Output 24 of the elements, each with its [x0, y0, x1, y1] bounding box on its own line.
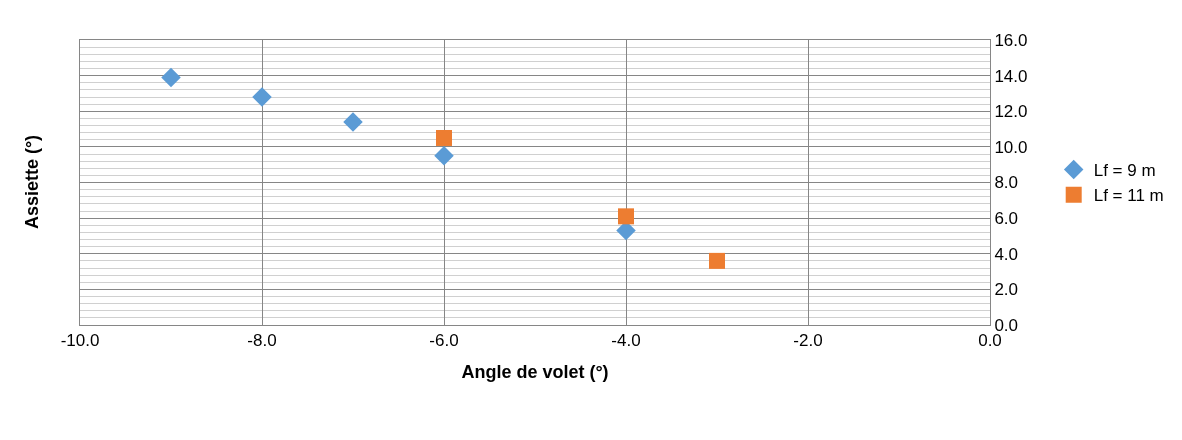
point	[343, 112, 363, 132]
legend-label: Lf = 9 m	[1093, 161, 1156, 181]
point	[436, 129, 452, 146]
point	[709, 252, 725, 269]
y-tick-label: 6.0	[994, 209, 1019, 229]
x-axis-title: Angle de volet (°)	[461, 361, 609, 382]
y-tick-label: 4.0	[994, 244, 1019, 264]
y-tick-label: 10.0	[994, 137, 1028, 157]
y-tick-label: 12.0	[994, 102, 1028, 122]
x-tick-label: -6.0	[429, 331, 459, 351]
y-tick-label: 2.0	[994, 280, 1019, 300]
y-tick-label: 8.0	[994, 173, 1019, 193]
y-tick-label: 14.0	[994, 66, 1028, 86]
point	[252, 87, 272, 107]
y-tick-label: 16.0	[994, 30, 1028, 50]
x-tick-label: -10.0	[60, 331, 100, 351]
y-axis-title: Assiette (°)	[22, 134, 43, 230]
x-tick-label: -4.0	[611, 331, 641, 351]
x-tick-label: -2.0	[793, 331, 823, 351]
point	[161, 67, 181, 88]
legend-label: Lf = 11 m	[1093, 186, 1164, 206]
point	[434, 146, 454, 166]
point	[618, 208, 634, 225]
x-tick-label: -8.0	[247, 331, 277, 351]
